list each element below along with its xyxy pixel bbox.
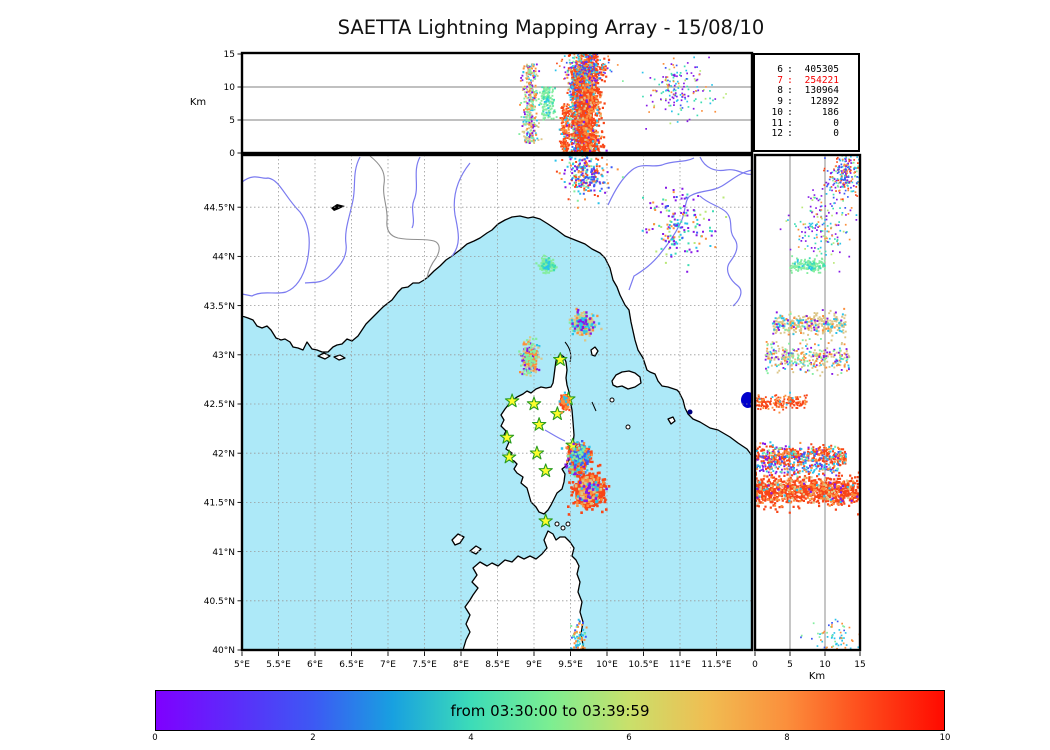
svg-text:15: 15 <box>854 660 865 670</box>
station-count-row: 6:405305 <box>777 64 839 76</box>
colorbar-tick: 2 <box>310 733 316 743</box>
latitude-panel <box>755 155 860 650</box>
km-axis-label: Km <box>809 671 825 682</box>
svg-text:43°N: 43°N <box>212 351 235 361</box>
svg-text:7°E: 7°E <box>380 660 396 670</box>
svg-text:8.5°E: 8.5°E <box>485 660 510 670</box>
svg-text:8°E: 8°E <box>453 660 469 670</box>
station-count-row: 12:0 <box>771 128 839 140</box>
svg-text:42.5°N: 42.5°N <box>204 400 235 410</box>
scatter-alt-lat <box>755 155 860 650</box>
svg-text:9.5°E: 9.5°E <box>558 660 583 670</box>
svg-text:9°E: 9°E <box>526 660 542 670</box>
station-count-row: 10:186 <box>771 106 839 118</box>
scatter-map <box>518 155 728 650</box>
svg-text:43.5°N: 43.5°N <box>204 302 235 312</box>
svg-text:10: 10 <box>224 83 236 93</box>
svg-text:0: 0 <box>752 660 758 670</box>
station-count-row: 8:130964 <box>777 85 839 97</box>
svg-text:11.5°E: 11.5°E <box>701 660 732 670</box>
svg-text:6.5°E: 6.5°E <box>339 660 364 670</box>
svg-text:10: 10 <box>819 660 831 670</box>
station-count-panel: 6:405305 7:254221 8:130964 9:12892 10:186 11:… <box>753 53 860 152</box>
colorbar-ticks: 0 2 4 6 8 10 <box>152 733 950 745</box>
svg-text:40°N: 40°N <box>212 646 235 656</box>
axis-ticks-and-labels: 5°E 5.5°E 6°E 6.5°E 7°E 7.5°E 8°E 8.5°E 9°E 9.5°E… <box>190 50 866 682</box>
svg-text:44.5°N: 44.5°N <box>204 203 235 213</box>
map-grid <box>242 155 752 650</box>
station-count-row: 11:0 <box>771 117 839 129</box>
svg-text:41.5°N: 41.5°N <box>204 499 235 509</box>
colorbar-tick: 4 <box>468 733 474 743</box>
svg-text:41°N: 41°N <box>212 548 235 558</box>
station-count-row: 7:254221 <box>777 74 839 86</box>
svg-text:44°N: 44°N <box>212 253 235 263</box>
scatter-lon-alt <box>518 53 727 153</box>
plot-title: SAETTA Lightning Mapping Array - 15/08/1… <box>337 16 765 39</box>
colorbar-tick: 8 <box>784 733 790 743</box>
colorbar-tick: 6 <box>626 733 632 743</box>
svg-text:42°N: 42°N <box>212 449 235 459</box>
svg-text:6°E: 6°E <box>307 660 323 670</box>
svg-text:5°E: 5°E <box>234 660 250 670</box>
svg-text:5: 5 <box>229 116 235 126</box>
altitude-axis-label: Km <box>190 97 206 108</box>
svg-text:40.5°N: 40.5°N <box>204 597 235 607</box>
station-count-row: 9:12892 <box>777 96 839 108</box>
svg-text:5: 5 <box>787 660 793 670</box>
altitude-panel <box>242 53 752 153</box>
svg-text:10°E: 10°E <box>596 660 618 670</box>
svg-text:0: 0 <box>229 149 235 159</box>
colorbar: from 03:30:00 to 03:39:59 <box>155 690 945 731</box>
colorbar-tick: 10 <box>939 733 951 743</box>
svg-text:10.5°E: 10.5°E <box>628 660 659 670</box>
svg-text:11°E: 11°E <box>669 660 691 670</box>
svg-text:5.5°E: 5.5°E <box>266 660 291 670</box>
map-panel <box>242 155 752 650</box>
colorbar-tick: 0 <box>152 733 158 743</box>
svg-text:7.5°E: 7.5°E <box>412 660 437 670</box>
colorbar-label: from 03:30:00 to 03:39:59 <box>450 701 650 720</box>
svg-text:15: 15 <box>224 50 235 60</box>
